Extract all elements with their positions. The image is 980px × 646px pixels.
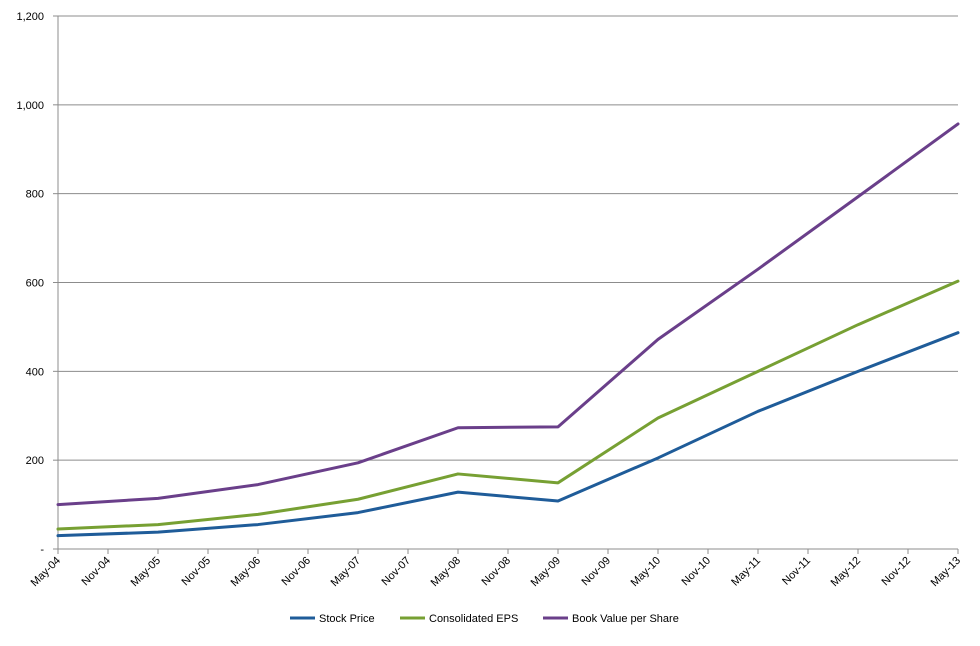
- x-tick-label: Nov-12: [880, 555, 914, 589]
- legend-label: Stock Price: [319, 613, 375, 625]
- x-tick-label: Nov-10: [680, 555, 714, 589]
- y-tick-label: 600: [26, 278, 44, 290]
- x-tick-label: Nov-11: [780, 555, 813, 588]
- y-axis-tick-labels: - 200 400 600 800 1,000 1,200: [16, 11, 44, 556]
- y-tick-label: 1,200: [16, 11, 44, 23]
- x-tick-label: Nov-04: [80, 555, 114, 589]
- series-line-1: [56, 331, 960, 538]
- x-tick-label: May-07: [329, 555, 363, 589]
- legend: Stock Price Consolidated EPS Book Value pe…: [290, 613, 679, 625]
- x-tick-label: May-12: [829, 555, 863, 589]
- x-tick-label: May-08: [429, 555, 463, 589]
- x-tick-label: Nov-08: [480, 555, 514, 589]
- y-tick-label: 400: [26, 366, 44, 378]
- legend-label: Consolidated EPS: [429, 613, 518, 625]
- x-tick-label: May-10: [629, 555, 663, 589]
- y-tick-label: 1,000: [16, 100, 44, 112]
- y-tick-label: -: [40, 544, 44, 556]
- axes: [53, 15, 959, 554]
- series-line-3: [56, 122, 960, 507]
- x-tick-label: May-05: [129, 555, 163, 589]
- series-lines: [56, 122, 960, 538]
- legend-label: Book Value per Share: [572, 613, 679, 625]
- x-tick-label: Nov-07: [380, 555, 414, 589]
- x-tick-label: Nov-09: [580, 555, 614, 589]
- x-tick-label: May-06: [229, 555, 263, 589]
- y-tick-label: 200: [26, 455, 44, 467]
- x-tick-label: May-13: [929, 555, 963, 589]
- x-tick-label: May-04: [29, 555, 63, 589]
- x-tick-label: May-09: [529, 555, 563, 589]
- x-tick-label: Nov-05: [180, 555, 214, 589]
- series-line-2: [56, 279, 960, 531]
- y-tick-label: 800: [26, 189, 44, 201]
- x-axis-tick-labels: May-04 Nov-04 May-05 Nov-05 May-06 Nov-06 May-…: [29, 555, 963, 589]
- x-tick-label: May-11: [729, 555, 763, 589]
- gridlines: [58, 15, 958, 461]
- x-tick-label: Nov-06: [280, 555, 314, 589]
